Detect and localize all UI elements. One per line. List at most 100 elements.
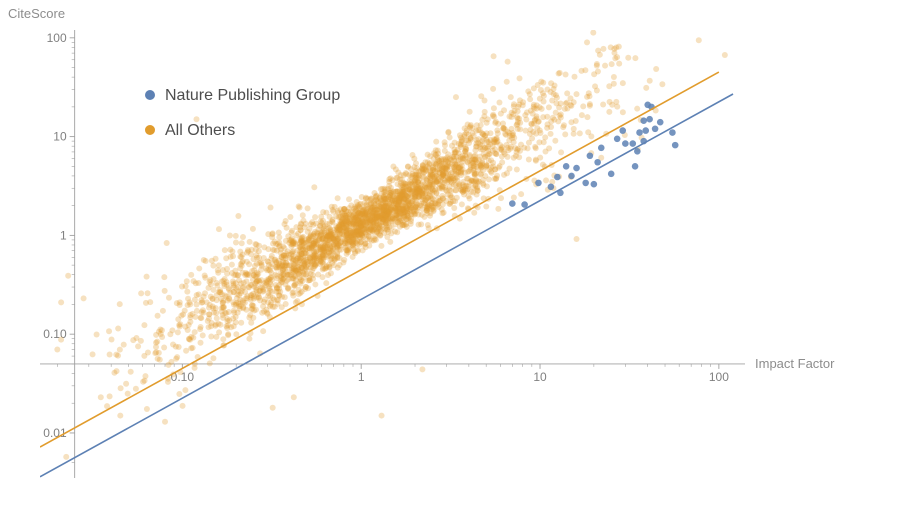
point-all-others [520,99,526,105]
point-all-others [493,119,499,125]
point-all-others [276,234,282,240]
point-all-others [480,177,486,183]
point-all-others [225,331,231,337]
point-all-others [254,261,260,267]
point-all-others [331,237,337,243]
point-all-others [533,158,539,164]
point-all-others [393,166,399,172]
point-all-others [323,210,329,216]
point-all-others [459,201,465,207]
point-all-others [178,313,184,319]
point-all-others [357,202,363,208]
point-all-others [556,105,562,111]
point-nature [535,180,542,187]
point-all-others [354,208,360,214]
point-all-others [440,166,446,172]
point-nature [619,127,626,134]
point-all-others [562,131,568,137]
point-all-others [248,320,254,326]
point-all-others [558,149,564,155]
point-all-others [533,145,539,151]
point-all-others [388,230,394,236]
point-all-others [288,251,294,257]
point-all-others [230,253,236,259]
point-all-others [245,247,251,253]
point-all-others [182,308,188,314]
point-all-others [165,362,171,368]
point-all-others [505,59,511,65]
point-all-others [123,381,129,387]
point-all-others [563,72,569,78]
point-all-others [530,111,536,117]
point-all-others [351,243,357,249]
point-all-others [483,203,489,209]
point-all-others [418,168,424,174]
point-all-others [471,210,477,216]
point-all-others [448,188,454,194]
point-all-others [478,162,484,168]
point-nature [622,140,629,147]
point-all-others [200,332,206,338]
point-all-others [488,168,494,174]
point-all-others [260,328,266,334]
point-all-others [243,307,249,313]
point-all-others [186,336,192,342]
y-axis-label: CiteScore [8,6,65,21]
point-all-others [300,218,306,224]
point-all-others [161,274,167,280]
point-all-others [179,284,185,290]
point-all-others [229,262,235,268]
point-all-others [214,315,220,321]
point-all-others [444,154,450,160]
point-all-others [138,290,144,296]
point-all-others [580,103,586,109]
point-all-others [477,141,483,147]
point-all-others [722,52,728,58]
point-all-others [382,199,388,205]
point-all-others [537,96,543,102]
x-tick-label: 10 [533,370,547,384]
point-all-others [620,80,626,86]
point-all-others [579,112,585,118]
point-all-others [472,172,478,178]
point-all-others [458,187,464,193]
point-all-others [297,279,303,285]
point-all-others [493,176,499,182]
point-all-others [508,114,514,120]
point-all-others [337,232,343,238]
point-all-others [431,150,437,156]
point-all-others [303,264,309,270]
point-all-others [187,312,193,318]
point-all-others [210,263,216,269]
point-all-others [577,130,583,136]
point-all-others [459,162,465,168]
point-all-others [410,209,416,215]
point-all-others [647,78,653,84]
point-all-others [346,196,352,202]
point-all-others [451,175,457,181]
point-all-others [251,293,257,299]
point-all-others [157,357,163,363]
point-all-others [313,239,319,245]
point-all-others [427,160,433,166]
point-all-others [297,205,303,211]
point-all-others [223,255,229,261]
point-all-others [460,182,466,188]
point-all-others [107,352,113,358]
chart-background [0,0,900,508]
x-axis-label: Impact Factor [755,356,835,371]
point-all-others [246,261,252,267]
point-all-others [250,277,256,283]
point-all-others [461,142,467,148]
point-all-others [544,114,550,120]
point-all-others [276,244,282,250]
point-nature [642,127,649,134]
point-nature [591,181,598,188]
point-all-others [135,343,141,349]
point-all-others [216,262,222,268]
point-all-others [285,285,291,291]
point-all-others [270,405,276,411]
point-all-others [343,218,349,224]
point-all-others [602,63,608,69]
point-all-others [337,240,343,246]
